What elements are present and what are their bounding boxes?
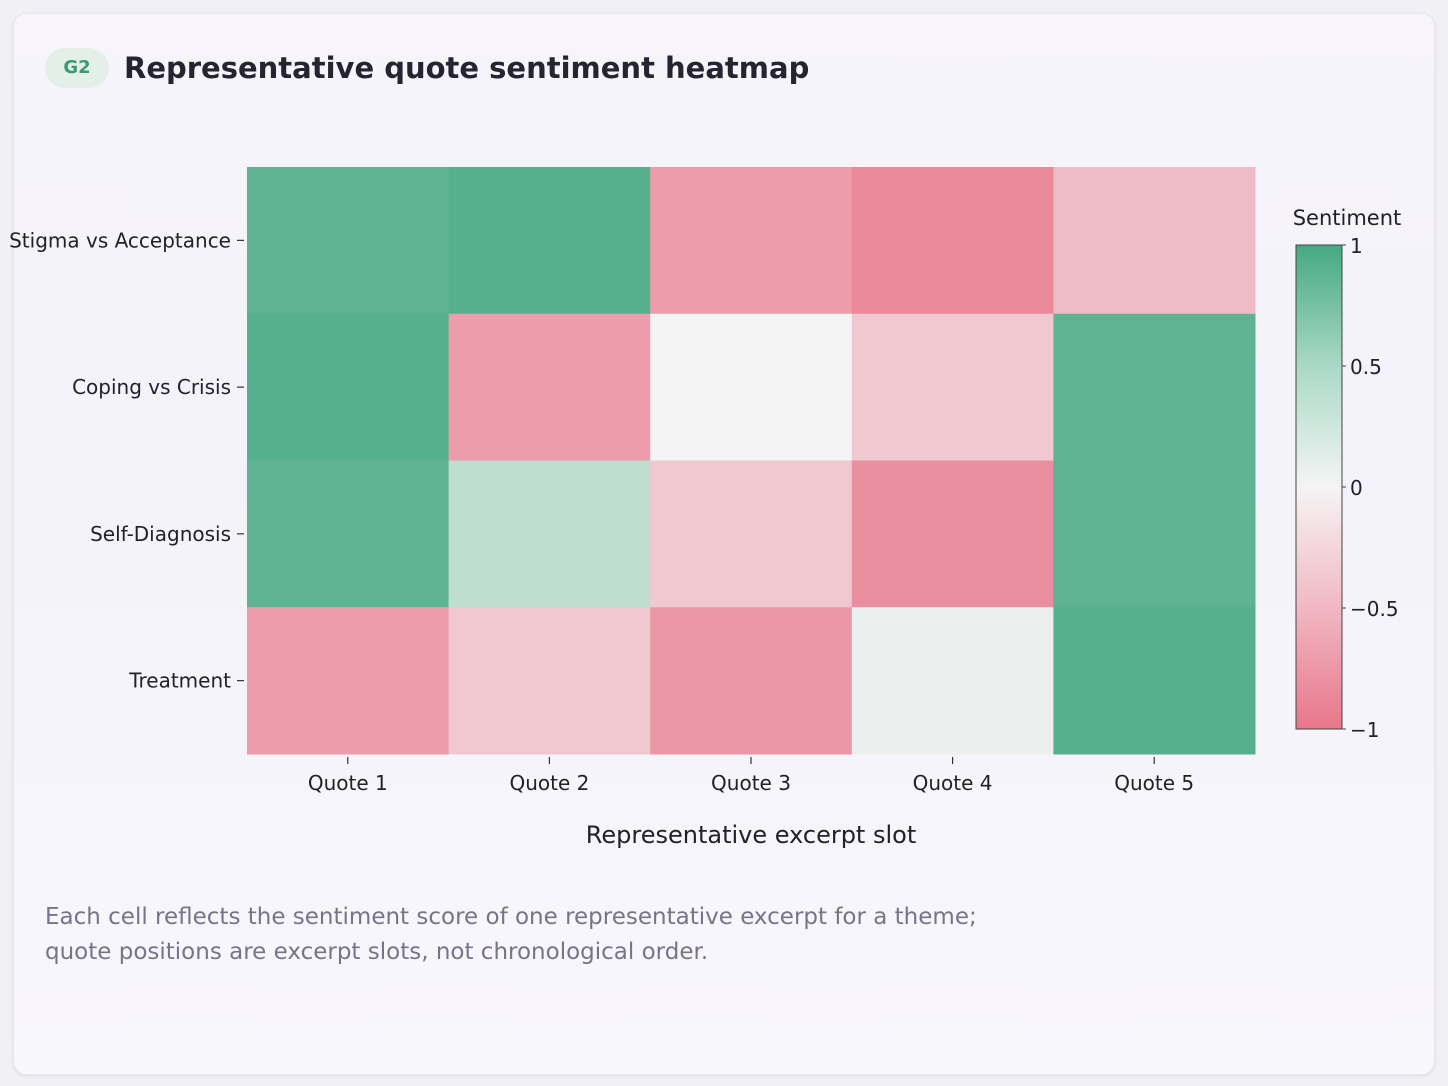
colorbar-tick-label: −0.5 — [1350, 597, 1399, 621]
heatmap-cell — [851, 607, 1054, 755]
heatmap-cell — [851, 313, 1054, 461]
heatmap-cell — [851, 460, 1054, 608]
heatmap-cell — [448, 167, 651, 315]
heatmap-cell — [1053, 313, 1256, 461]
x-tick-label: Quote 5 — [1114, 771, 1194, 795]
heatmap-cell — [247, 313, 450, 461]
heatmap-cell — [448, 313, 651, 461]
colorbar-tick-label: 0.5 — [1350, 355, 1382, 379]
colorbar-gradient — [1295, 244, 1343, 730]
x-tick-label: Quote 4 — [913, 771, 993, 795]
heatmap-cell — [448, 607, 651, 755]
y-tick-label: Coping vs Crisis — [72, 375, 231, 399]
colorbar-title: Sentiment — [1293, 206, 1402, 230]
chart-caption: Each cell reflects the sentiment score o… — [45, 900, 1045, 970]
y-tick-label: Self-Diagnosis — [90, 522, 231, 546]
heatmap-cell — [247, 607, 450, 755]
caption-line-2: quote positions are excerpt slots, not c… — [45, 939, 709, 965]
y-tick-label: Stigma vs Acceptance — [9, 228, 231, 252]
heatmap-cell — [1053, 167, 1256, 315]
x-tick-label: Quote 3 — [711, 771, 791, 795]
colorbar-tick-label: 0 — [1350, 476, 1363, 500]
colorbar-tick-label: −1 — [1350, 718, 1379, 742]
x-axis: Quote 1 Quote 2 Quote 3 Quote 4 Quote 5 — [308, 757, 1194, 795]
x-tick-label: Quote 1 — [308, 771, 388, 795]
heatmap-cell — [650, 313, 853, 461]
heatmap-cell — [1053, 460, 1256, 608]
y-tick-label: Treatment — [128, 669, 231, 693]
colorbar-tick-label: 1 — [1350, 234, 1363, 258]
heatmap-cell — [650, 460, 853, 608]
heatmap-cell — [650, 607, 853, 755]
x-axis-title: Representative excerpt slot — [586, 821, 916, 849]
caption-line-1: Each cell reflects the sentiment score o… — [45, 904, 977, 930]
chart-title: Representative quote sentiment heatmap — [124, 51, 810, 85]
y-axis: Stigma vs Acceptance Coping vs Crisis Self… — [9, 228, 244, 693]
heatmap-cell — [650, 167, 853, 315]
heatmap-cell — [247, 167, 450, 315]
heatmap-cell — [851, 167, 1054, 315]
heatmap-cell — [1053, 607, 1256, 755]
x-tick-label: Quote 2 — [509, 771, 589, 795]
figure-badge: G2 — [45, 48, 109, 88]
colorbar: Sentiment 1 0.5 0 −0.5 −1 — [1293, 206, 1402, 742]
heatmap-cell — [247, 460, 450, 608]
heatmap-cell — [448, 460, 651, 608]
heatmap-cells — [247, 167, 1256, 755]
